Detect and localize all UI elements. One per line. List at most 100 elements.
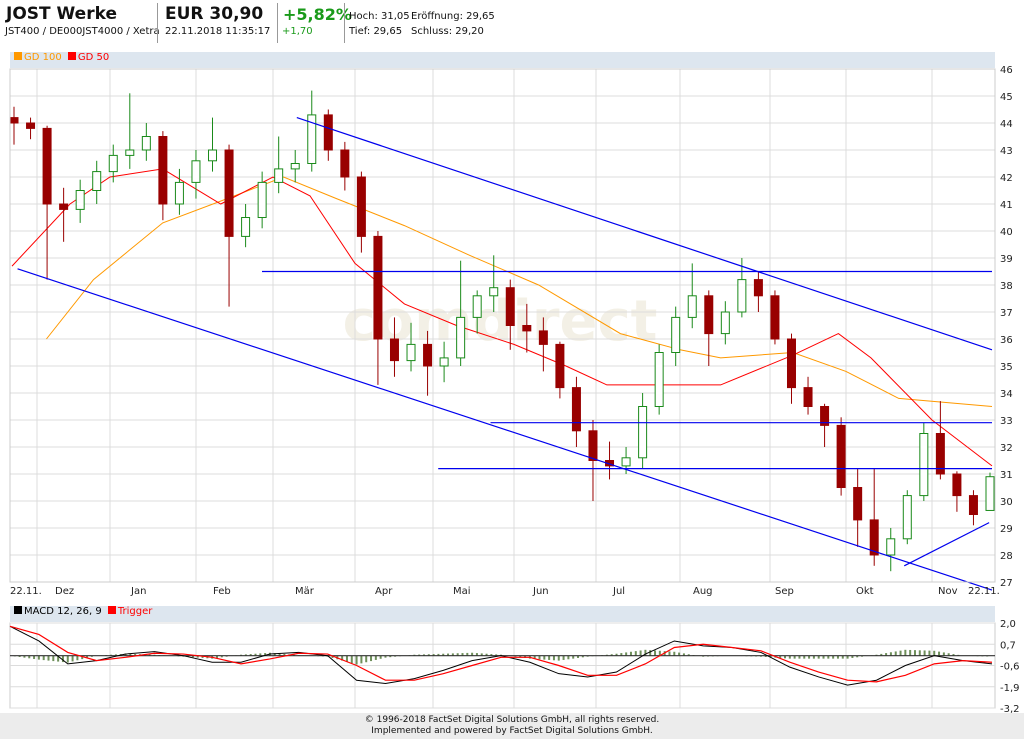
divider <box>344 3 345 43</box>
candle-down <box>770 295 780 340</box>
candle-down <box>158 136 168 205</box>
candle-up <box>191 160 201 183</box>
x-tick-label: Sep <box>775 586 794 597</box>
candle-up <box>307 114 317 164</box>
macd-y-tick-label: 0,7 <box>1000 640 1016 651</box>
candle-down <box>323 114 333 151</box>
trendline <box>17 268 993 591</box>
candle-up <box>886 538 896 556</box>
legend-gd100: GD 100 <box>24 52 62 63</box>
candle-up <box>439 357 449 367</box>
x-tick-label: Mär <box>295 586 315 597</box>
y-tick-label: 35 <box>1000 362 1013 373</box>
trendline <box>296 117 993 351</box>
legend-macd: MACD 12, 26, 9 <box>24 606 102 617</box>
x-tick-label: Jan <box>130 586 146 597</box>
candle-down <box>571 387 581 432</box>
candle-up <box>456 316 466 359</box>
x-tick-label: Apr <box>375 586 393 597</box>
candle-up <box>92 171 102 192</box>
divider <box>277 3 278 43</box>
close-value: Schluss: 29,20 <box>411 26 484 37</box>
x-tick-label: Nov <box>938 586 958 597</box>
candle-up <box>125 149 135 156</box>
y-tick-label: 40 <box>1000 227 1013 238</box>
candle-down <box>389 338 399 362</box>
macd-y-tick-label: -1,9 <box>1000 683 1020 694</box>
y-tick-label: 37 <box>1000 308 1013 319</box>
candle-up <box>141 136 151 151</box>
x-tick-label: Dez <box>55 586 74 597</box>
x-tick-label: Aug <box>693 586 713 597</box>
y-tick-label: 32 <box>1000 443 1013 454</box>
trigger-swatch <box>107 606 116 614</box>
x-tick-label: Jul <box>612 586 625 597</box>
candle-down <box>935 433 945 475</box>
candle-down <box>786 338 796 389</box>
candle-down <box>522 325 532 332</box>
macd-y-tick-label: 2,0 <box>1000 619 1016 630</box>
candle-down <box>42 127 52 205</box>
chart-canvas: comdirect 27 28 29 30 31 32 33 34 35 36 37 38 39 40 41… <box>9 65 1020 713</box>
macd-y-tick-label: -0,6 <box>1000 662 1020 673</box>
trendlines <box>17 117 993 591</box>
candle-down <box>968 495 978 516</box>
stock-identifier: JST400 / DE000JST4000 / Xetra <box>5 26 160 37</box>
candle-down <box>753 279 763 297</box>
x-tick-label: Jun <box>532 586 549 597</box>
y-tick-label: 36 <box>1000 335 1013 346</box>
candle-down <box>704 295 714 335</box>
candle-up <box>737 279 747 313</box>
candle-down <box>853 487 863 521</box>
candle-down <box>224 149 234 237</box>
price-legend: GD 100 GD 50 <box>10 52 995 68</box>
y-tick-label: 39 <box>1000 254 1013 265</box>
candle-down <box>538 330 548 345</box>
change-absolute: +1,70 <box>282 26 313 37</box>
candle-up <box>671 316 681 353</box>
candle-down <box>555 343 565 389</box>
candle-up <box>290 163 300 170</box>
y-tick-label: 41 <box>1000 200 1013 211</box>
axes: 27 28 29 30 31 32 33 34 35 36 37 38 39 40 41 42 43 44 45 46… <box>9 65 1013 597</box>
candle-up <box>241 217 251 237</box>
y-tick-label: 43 <box>1000 146 1013 157</box>
candle-up <box>472 295 482 318</box>
candle-up <box>75 190 85 210</box>
candle-down <box>803 387 813 408</box>
candle-up <box>687 295 697 318</box>
grid <box>10 68 995 708</box>
y-tick-label: 31 <box>1000 470 1013 481</box>
candle-down <box>869 519 879 556</box>
x-tick-label: 22.11. <box>968 586 1000 597</box>
gd100-line <box>46 176 993 407</box>
gd100-swatch <box>14 52 22 60</box>
open-value: Eröffnung: 29,65 <box>411 11 495 22</box>
candle-up <box>406 343 416 362</box>
candle-down <box>356 176 366 237</box>
trigger-line <box>9 625 993 683</box>
x-tick-label: 22.11. <box>10 586 42 597</box>
macd-swatch <box>14 606 22 614</box>
candle-up <box>274 168 284 183</box>
candle-up <box>489 287 499 297</box>
current-price: EUR 30,90 <box>165 4 264 24</box>
watermark-logo: comdirect <box>343 289 658 354</box>
candle-down <box>836 424 846 488</box>
candle-up <box>902 495 912 540</box>
candle-down <box>423 343 433 367</box>
candles <box>9 90 995 572</box>
candle-down <box>952 473 962 497</box>
price-timestamp: 22.11.2018 11:35:17 <box>165 26 271 37</box>
x-tick-label: Feb <box>213 586 231 597</box>
y-tick-label: 46 <box>1000 65 1013 76</box>
candle-up <box>621 457 631 467</box>
candle-down <box>59 203 69 210</box>
candle-down <box>373 235 383 340</box>
y-tick-label: 30 <box>1000 497 1013 508</box>
candle-up <box>720 311 730 335</box>
candle-up <box>919 433 929 497</box>
candle-down <box>820 406 830 426</box>
y-tick-label: 44 <box>1000 119 1013 130</box>
candle-down <box>505 287 515 327</box>
